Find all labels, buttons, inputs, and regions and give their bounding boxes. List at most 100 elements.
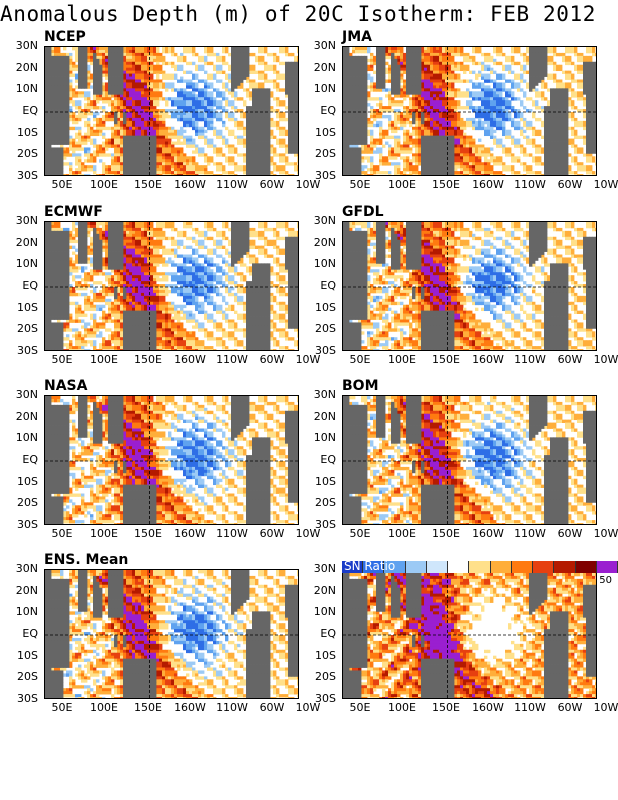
lon-tick-label: 60W (550, 701, 590, 714)
lat-tick-label: 10S (298, 301, 336, 314)
lon-tick-label: 150E (426, 178, 466, 191)
map-panel-ncep: NCEP 30N 20N 10N EQ 10S 20S 30S 50E 100E 150E 160W 1… (0, 29, 321, 208)
lat-tick-label: 20S (0, 322, 38, 335)
legend-swatch (342, 561, 364, 573)
lon-tick-label: 160W (170, 353, 210, 366)
lon-tick-label: 110W (212, 701, 252, 714)
lon-tick-label: 60W (550, 353, 590, 366)
legend-swatch (511, 561, 534, 573)
lat-tick-label: 20N (0, 584, 38, 597)
lon-tick-label: 50E (42, 353, 82, 366)
anomaly-field (45, 396, 298, 524)
legend-colorbar (342, 561, 618, 573)
lat-tick-label: 20N (298, 410, 336, 423)
lon-tick-label: 160W (170, 527, 210, 540)
panel-title: NASA (44, 378, 87, 394)
legend-swatch (384, 561, 406, 573)
map-plot (342, 221, 597, 351)
lat-tick-label: 30N (0, 388, 38, 401)
lon-tick-label: 100E (84, 178, 124, 191)
lat-tick-label: EQ (0, 104, 38, 117)
panel-title: JMA (342, 29, 372, 45)
legend-swatch (596, 561, 618, 573)
lon-tick-label: 160W (170, 701, 210, 714)
panel-title: NCEP (44, 29, 86, 45)
lon-tick-label: 110W (212, 353, 252, 366)
map-panel-bom: BOM 30N 20N 10N EQ 10S 20S 30S 50E 100E 150E 160W 11… (298, 378, 618, 557)
legend-swatch (426, 561, 449, 573)
lat-tick-label: EQ (298, 279, 336, 292)
lat-tick-label: 20S (298, 496, 336, 509)
lat-tick-label: 10N (0, 431, 38, 444)
lon-tick-label: 10W (586, 527, 618, 540)
lat-tick-label: EQ (298, 104, 336, 117)
anomaly-field (343, 47, 596, 175)
lat-tick-label: 30S (0, 344, 38, 357)
lat-tick-label: 20N (298, 584, 336, 597)
lon-tick-label: 50E (340, 178, 380, 191)
map-panel-jma: JMA 30N 20N 10N EQ 10S 20S 30S 50E 100E 150E 160W 11… (298, 29, 618, 208)
anomaly-field (343, 570, 596, 698)
lon-tick-label: 10W (288, 701, 328, 714)
lon-tick-label: 110W (510, 527, 550, 540)
lon-tick-label: 110W (510, 701, 550, 714)
panel-title: BOM (342, 378, 379, 394)
lon-tick-label: 10W (288, 178, 328, 191)
lat-tick-label: 10N (0, 82, 38, 95)
legend-max-label: 50 (599, 575, 612, 586)
lat-tick-label: 20N (0, 410, 38, 423)
lat-tick-label: 10S (298, 649, 336, 662)
lat-tick-label: 30S (0, 518, 38, 531)
legend-swatch (469, 561, 491, 573)
lon-tick-label: 150E (426, 353, 466, 366)
lat-tick-label: 20S (0, 496, 38, 509)
lon-tick-label: 50E (340, 353, 380, 366)
lon-tick-label: 100E (84, 701, 124, 714)
anomaly-field (343, 396, 596, 524)
lat-tick-label: 30S (298, 169, 336, 182)
anomaly-field (343, 222, 596, 350)
lat-tick-label: 30S (298, 344, 336, 357)
lat-tick-label: EQ (0, 453, 38, 466)
lat-tick-label: 20N (298, 236, 336, 249)
lat-tick-label: 10N (298, 82, 336, 95)
lon-tick-label: 10W (586, 353, 618, 366)
lat-tick-label: 10S (0, 301, 38, 314)
lon-tick-label: 110W (510, 353, 550, 366)
lat-tick-label: 30N (0, 214, 38, 227)
lat-tick-label: 10N (0, 257, 38, 270)
lat-tick-label: 20N (0, 236, 38, 249)
lon-tick-label: 50E (340, 527, 380, 540)
lon-tick-label: 160W (170, 178, 210, 191)
legend-swatch (448, 561, 470, 573)
map-plot (342, 569, 597, 699)
lat-tick-label: EQ (298, 627, 336, 640)
lat-tick-label: 20S (298, 670, 336, 683)
lat-tick-label: 10N (298, 257, 336, 270)
map-plot (342, 46, 597, 176)
lat-tick-label: 10N (0, 605, 38, 618)
lat-tick-label: EQ (0, 627, 38, 640)
lon-tick-label: 60W (252, 353, 292, 366)
lon-tick-label: 160W (468, 178, 508, 191)
lon-tick-label: 100E (84, 353, 124, 366)
map-panel-nasa: NASA 30N 20N 10N EQ 10S 20S 30S 50E 100E 150E 160W 1… (0, 378, 321, 557)
sn-ratio-legend: SN Ratio 50 (342, 559, 618, 586)
lat-tick-label: 10S (298, 475, 336, 488)
lon-tick-label: 10W (586, 701, 618, 714)
lon-tick-label: 60W (550, 178, 590, 191)
lon-tick-label: 50E (42, 178, 82, 191)
lat-tick-label: 20S (0, 670, 38, 683)
legend-swatch (533, 561, 555, 573)
lon-tick-label: 60W (252, 527, 292, 540)
map-plot (44, 46, 299, 176)
lon-tick-label: 160W (468, 527, 508, 540)
lat-tick-label: 30N (0, 562, 38, 575)
panel-title: GFDL (342, 204, 384, 220)
lon-tick-label: 10W (586, 178, 618, 191)
figure-title: Anomalous Depth (m) of 20C Isotherm: FEB… (0, 2, 618, 26)
lon-tick-label: 160W (468, 353, 508, 366)
lon-tick-label: 50E (340, 701, 380, 714)
lon-tick-label: 50E (42, 701, 82, 714)
anomaly-field (45, 570, 298, 698)
